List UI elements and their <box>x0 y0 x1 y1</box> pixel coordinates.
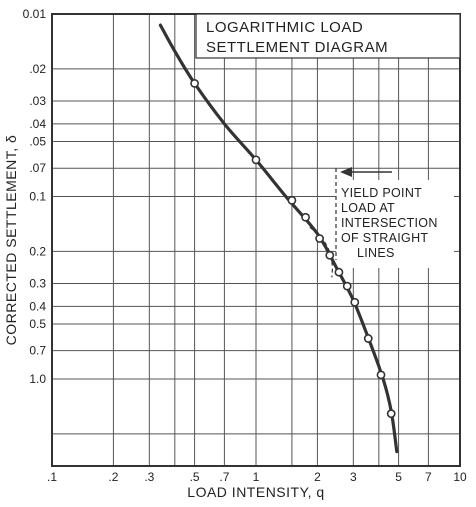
data-point <box>190 78 199 88</box>
chart-title-line-2: SETTLEMENT DIAGRAM <box>206 39 388 56</box>
data-point <box>376 370 386 380</box>
title-box <box>195 13 461 59</box>
data-point <box>301 212 310 222</box>
x-tick-label: 1 <box>253 470 260 484</box>
data-point <box>251 155 261 165</box>
annotation-text: INTERSECTION <box>341 216 438 230</box>
x-tick-label: .3 <box>144 470 154 484</box>
y-tick-label: 0.7 <box>29 344 46 358</box>
grid-lines <box>52 14 460 466</box>
data-point <box>386 409 396 419</box>
y-tick-label: .02 <box>29 62 46 76</box>
y-tick-label: 0.1 <box>29 189 46 203</box>
y-tick-label: 0.2 <box>29 244 46 258</box>
chart-title-line-1: LOGARITHMIC LOAD <box>206 19 363 36</box>
y-axis-title: CORRECTED SETTLEMENT, δ <box>3 135 19 346</box>
x-tick-label: 3 <box>350 470 357 484</box>
x-tick-label: 5 <box>395 470 402 484</box>
annotation-text: LINES <box>357 246 395 260</box>
x-tick-label: .5 <box>190 470 200 484</box>
data-point <box>363 334 373 343</box>
annotation-text: YIELD POINT <box>341 186 422 200</box>
x-tick-label: .2 <box>108 470 118 484</box>
annotation-box <box>336 180 454 268</box>
y-tick-label: 0.01 <box>23 7 47 21</box>
y-tick-label: .05 <box>29 135 46 149</box>
y-tick-label: .07 <box>29 161 46 175</box>
y-tick-label: 0.3 <box>29 277 46 291</box>
y-tick-label: .03 <box>29 94 46 108</box>
annotation-text: LOAD AT <box>341 201 395 215</box>
y-tick-label: .04 <box>29 117 46 131</box>
annotation-arrow-head <box>340 167 352 177</box>
data-point <box>342 281 352 291</box>
tick-labels: .1 .2 .3 .5 .7 1 2 3 5 7 10 0.01 .02 .03 .04 .05 .07 0.1 0… <box>23 7 467 484</box>
x-axis-title: LOAD INTENSITY, q <box>187 484 324 500</box>
data-point <box>350 297 360 307</box>
data-point <box>334 267 344 277</box>
data-series <box>158 23 399 454</box>
y-tick-label: 0.4 <box>29 299 46 313</box>
y-tick-label: 1.0 <box>29 372 46 386</box>
x-tick-label: .7 <box>219 470 229 484</box>
data-point <box>325 250 335 260</box>
x-tick-label: 2 <box>314 470 321 484</box>
y-tick-label: 0.5 <box>29 317 46 331</box>
annotation-text: OF STRAIGHT <box>341 231 428 245</box>
x-tick-label: 10 <box>453 470 467 484</box>
x-tick-label: 7 <box>425 470 432 484</box>
data-point <box>315 234 324 243</box>
data-point <box>287 195 297 205</box>
x-tick-label: .1 <box>47 470 57 484</box>
